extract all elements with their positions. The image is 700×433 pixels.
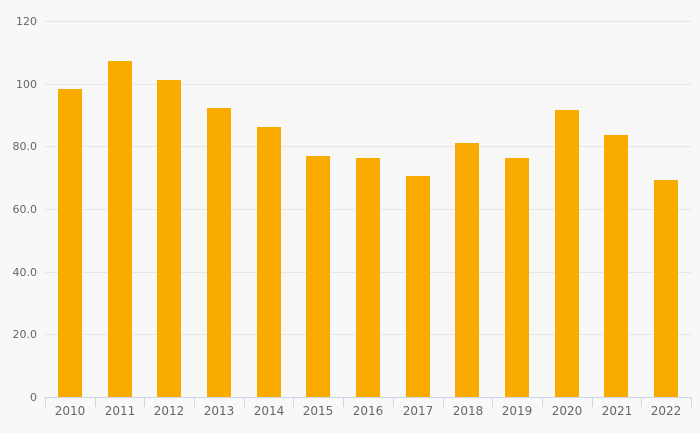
- gridline: [45, 146, 691, 147]
- x-axis-label: 2016: [352, 404, 384, 418]
- y-axis-tick-label: 40.0: [12, 266, 38, 279]
- x-axis-tick: [443, 397, 444, 407]
- x-axis-label: 2011: [104, 404, 136, 418]
- bar-2017[interactable]: [406, 176, 430, 397]
- x-axis-label: 2017: [402, 404, 434, 418]
- y-axis-tick-label: 60.0: [12, 203, 38, 216]
- bar-2016[interactable]: [356, 158, 380, 397]
- x-axis-tick: [641, 397, 642, 407]
- x-axis-label: 2022: [650, 404, 682, 418]
- bar-2020[interactable]: [555, 110, 579, 397]
- x-axis-tick: [542, 397, 543, 407]
- bar-2021[interactable]: [604, 135, 628, 397]
- x-axis-label: 2015: [302, 404, 334, 418]
- bar-2013[interactable]: [207, 108, 231, 397]
- x-axis-label: 2021: [601, 404, 633, 418]
- x-axis-label: 2010: [54, 404, 86, 418]
- gridline: [45, 84, 691, 85]
- bar-2011[interactable]: [108, 61, 132, 397]
- y-axis-tick-label: 20.0: [12, 328, 38, 341]
- bar-2018[interactable]: [455, 143, 479, 397]
- x-axis-tick: [244, 397, 245, 407]
- x-axis-tick: [492, 397, 493, 407]
- x-axis-tick: [194, 397, 195, 407]
- y-axis-tick-label: 80.0: [12, 140, 38, 153]
- x-axis-tick: [691, 397, 692, 407]
- bar-2012[interactable]: [157, 80, 181, 397]
- y-axis-tick-label: 120: [16, 15, 37, 28]
- y-axis-tick-label: 100: [16, 78, 37, 91]
- x-axis-label: 2014: [253, 404, 285, 418]
- bar-2022[interactable]: [654, 180, 678, 397]
- bar-2015[interactable]: [306, 156, 330, 397]
- x-axis-label: 2020: [551, 404, 583, 418]
- x-axis-tick: [393, 397, 394, 407]
- x-axis-line: [44, 397, 691, 398]
- x-axis-tick: [95, 397, 96, 407]
- y-axis-tick-label: 0: [30, 391, 37, 404]
- x-axis-tick: [293, 397, 294, 407]
- x-axis-tick: [592, 397, 593, 407]
- gridline: [45, 21, 691, 22]
- x-axis-label: 2019: [501, 404, 533, 418]
- x-axis-label: 2012: [153, 404, 185, 418]
- bar-2014[interactable]: [257, 127, 281, 397]
- x-axis-tick: [144, 397, 145, 407]
- bar-2010[interactable]: [58, 89, 82, 397]
- bar-2019[interactable]: [505, 158, 529, 397]
- x-axis-tick: [343, 397, 344, 407]
- x-axis-label: 2018: [452, 404, 484, 418]
- x-axis-tick: [45, 397, 46, 407]
- x-axis-label: 2013: [203, 404, 235, 418]
